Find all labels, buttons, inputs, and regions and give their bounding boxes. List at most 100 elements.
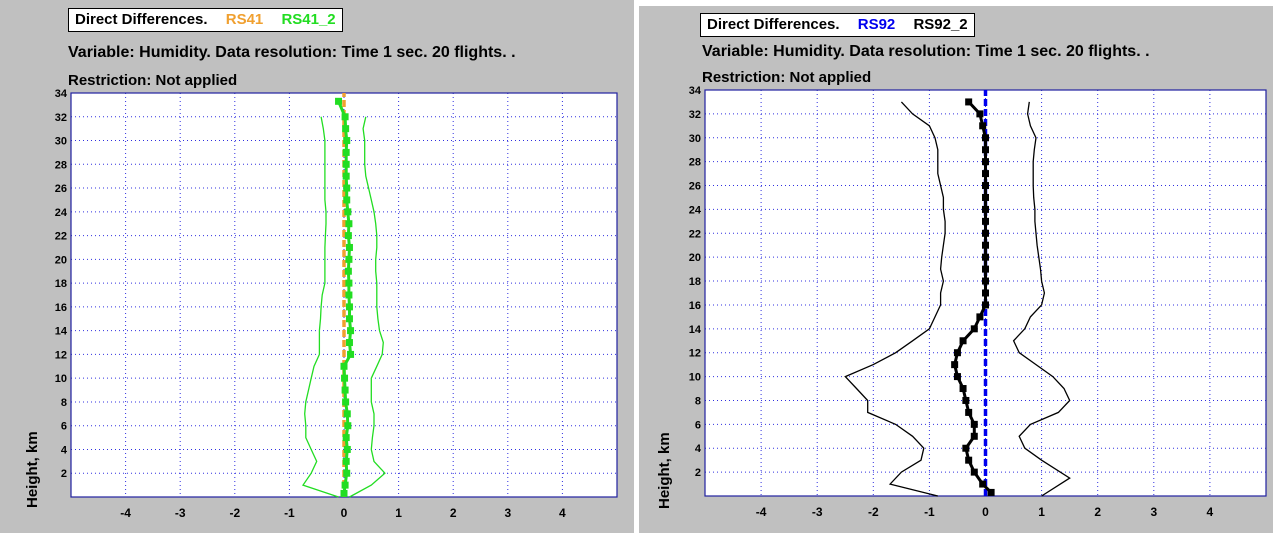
data-point <box>982 193 989 201</box>
y-tick-label: 34 <box>689 85 702 97</box>
y-tick-label: 22 <box>689 228 701 240</box>
data-point <box>345 243 353 251</box>
data-point <box>341 374 349 382</box>
y-tick-label: 16 <box>55 302 67 314</box>
data-point <box>347 350 355 358</box>
y-tick-label: 20 <box>55 254 67 266</box>
chart-panel-right: Direct Differences. RS92 RS92_2 Variable… <box>639 6 1273 533</box>
restriction-note: Restriction: Not applied <box>68 72 238 89</box>
data-point <box>965 408 973 416</box>
data-point <box>982 253 989 261</box>
y-tick-label: 26 <box>55 183 67 195</box>
data-point <box>342 434 350 442</box>
data-point <box>341 386 349 394</box>
data-point <box>970 420 978 428</box>
x-tick-label: -3 <box>175 506 186 520</box>
legend-series-1: RS41 <box>225 11 264 28</box>
x-tick-label: 2 <box>1094 505 1101 519</box>
y-tick-label: 6 <box>695 419 701 431</box>
data-point <box>345 303 353 311</box>
x-tick-label: -1 <box>924 505 935 519</box>
data-point <box>982 158 989 166</box>
plot-area: -4 -3 -2 -1 0 1 2 3 4246810121416182022242628303… <box>689 85 1267 519</box>
series-mean-line <box>953 100 993 494</box>
y-tick-label: 2 <box>61 468 67 480</box>
data-point <box>965 456 973 464</box>
y-tick-label: 4 <box>61 444 68 456</box>
data-point <box>342 148 350 156</box>
chart-subtitle: Variable: Humidity. Data resolution: Tim… <box>68 44 516 61</box>
data-point <box>979 122 987 130</box>
x-tick-label: 3 <box>1150 505 1157 519</box>
data-point <box>344 267 352 275</box>
data-point <box>344 208 352 216</box>
data-point <box>965 98 973 106</box>
legend-title: Direct Differences. <box>75 11 208 28</box>
data-point <box>340 489 348 497</box>
legend-title: Direct Differences. <box>707 16 840 33</box>
x-tick-label: 4 <box>1207 505 1214 519</box>
data-point <box>953 373 961 381</box>
x-tick-label: -2 <box>868 505 879 519</box>
data-point <box>970 468 978 476</box>
y-tick-label: 24 <box>55 207 68 219</box>
legend: Direct Differences. RS41 RS41_2 <box>68 8 343 32</box>
y-tick-label: 22 <box>55 231 67 243</box>
data-point <box>343 445 351 453</box>
legend-series-2: RS92_2 <box>913 16 968 33</box>
data-point <box>342 457 350 465</box>
data-point <box>987 488 995 496</box>
x-tick-label: 1 <box>1038 505 1045 519</box>
y-tick-label: 16 <box>689 300 701 312</box>
series-lower-line <box>301 116 339 498</box>
data-point <box>982 229 989 237</box>
y-tick-label: 18 <box>55 278 67 290</box>
data-point <box>343 469 351 477</box>
data-point <box>342 160 350 168</box>
y-tick-label: 6 <box>61 421 67 433</box>
data-point <box>970 432 978 440</box>
y-tick-label: 10 <box>689 372 701 384</box>
data-point <box>343 196 351 204</box>
data-point <box>342 125 350 133</box>
data-point <box>347 327 355 335</box>
series-lower-line <box>844 101 946 497</box>
data-point <box>982 170 989 178</box>
data-point <box>982 265 989 273</box>
x-tick-label: -4 <box>756 505 767 519</box>
y-tick-label: 4 <box>695 443 702 455</box>
data-point <box>979 480 987 488</box>
data-point <box>962 396 970 404</box>
legend-series-1: RS92 <box>857 16 896 33</box>
y-tick-label: 10 <box>55 373 67 385</box>
x-tick-label: 1 <box>395 506 402 520</box>
legend: Direct Differences. RS92 RS92_2 <box>700 13 975 37</box>
y-tick-label: 12 <box>689 348 701 360</box>
y-tick-label: 2 <box>695 467 701 479</box>
y-tick-label: 32 <box>55 112 67 124</box>
data-point <box>976 313 984 321</box>
data-point <box>982 134 989 142</box>
data-point <box>982 289 989 297</box>
data-point <box>982 205 989 213</box>
data-point <box>345 220 353 228</box>
data-point <box>335 97 343 105</box>
data-point <box>962 444 970 452</box>
data-point <box>345 339 353 347</box>
x-tick-label: -1 <box>284 506 295 520</box>
x-tick-label: 0 <box>341 506 348 520</box>
y-tick-label: 8 <box>61 397 67 409</box>
y-tick-label: 32 <box>689 109 701 121</box>
plot-area: -4 -3 -2 -1 0 1 2 3 4246810121416182022242628303… <box>55 88 618 520</box>
y-tick-label: 14 <box>55 326 68 338</box>
data-point <box>982 241 989 249</box>
x-tick-label: 4 <box>559 506 566 520</box>
data-point <box>341 481 349 489</box>
x-tick-label: -4 <box>120 506 131 520</box>
x-tick-label: 2 <box>450 506 457 520</box>
y-tick-label: 18 <box>689 276 701 288</box>
data-point <box>344 422 352 430</box>
x-tick-label: -3 <box>812 505 823 519</box>
data-point <box>345 291 353 299</box>
data-point <box>344 232 352 240</box>
